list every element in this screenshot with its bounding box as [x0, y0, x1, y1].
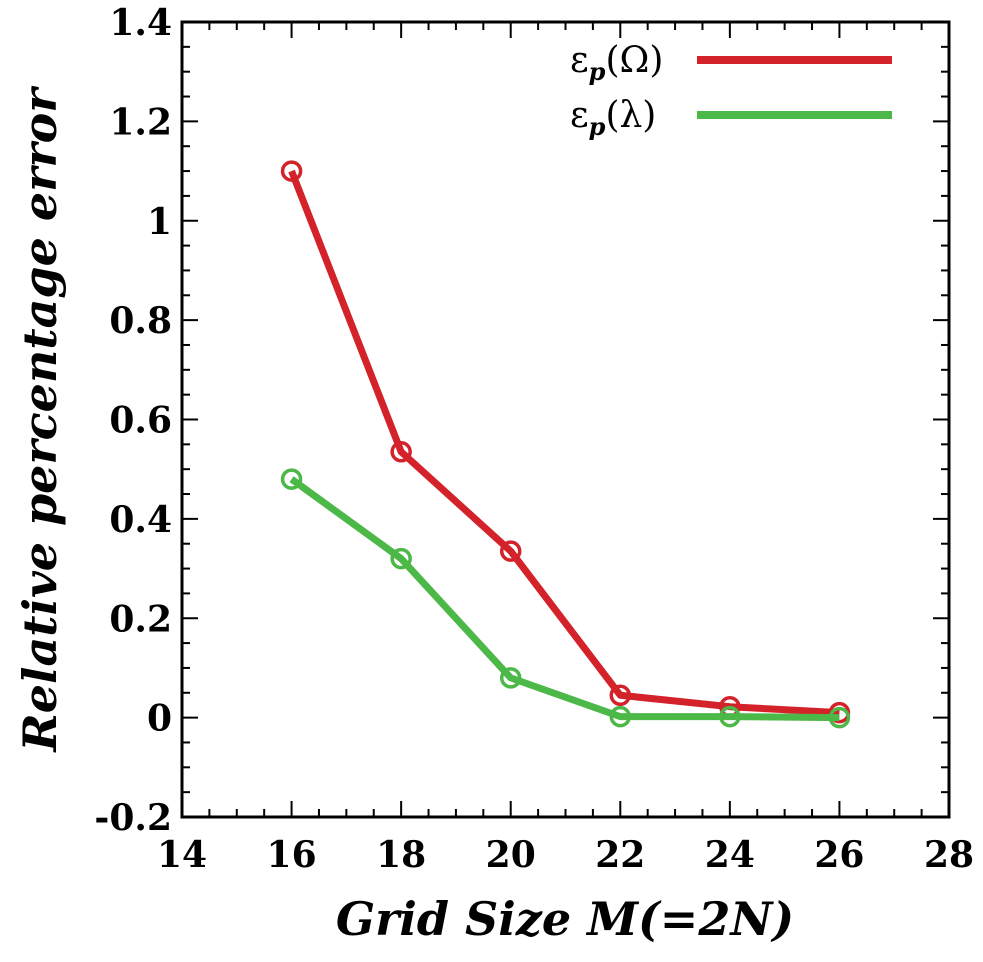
y-tick-label: 0.8 [109, 300, 172, 342]
y-tick-label: 1.4 [109, 2, 172, 44]
legend-entry-2: εp(λ) [570, 95, 892, 141]
y-tick-label: -0.2 [94, 797, 172, 839]
tick-marks [181, 21, 950, 818]
data-point [390, 547, 412, 570]
series-line [289, 476, 840, 722]
x-axis-title: Grid Size M(=2N) [336, 892, 794, 946]
y-tick-label: 1.2 [109, 101, 172, 143]
y-tick-label: 1 [147, 201, 172, 243]
data-point [609, 684, 632, 707]
series-layer [280, 160, 851, 729]
data-point [719, 705, 741, 728]
y-axis-title: Relative percentage error [13, 85, 67, 754]
legend-entry-1: εp(Ω) [570, 40, 892, 86]
x-tick-label: 26 [814, 834, 864, 876]
data-point [499, 540, 522, 562]
y-tick-label: 0.4 [109, 499, 172, 541]
x-tick-labels: 14 16 18 20 22 24 26 28 [157, 834, 974, 876]
y-tick-labels: -0.2 0 0.2 0.4 0.6 0.8 1 1.2 1.4 [94, 2, 172, 839]
x-tick-label: 20 [486, 834, 536, 876]
x-tick-label: 24 [705, 834, 755, 876]
data-point [390, 441, 412, 463]
y-tick-label: 0.6 [109, 400, 172, 442]
x-tick-label: 18 [376, 834, 426, 876]
y-tick-label: 0 [147, 698, 172, 740]
series-2 [280, 468, 851, 729]
y-tick-label: 0.2 [109, 598, 172, 640]
x-tick-label: 28 [924, 834, 974, 876]
data-point [280, 160, 303, 182]
data-point [828, 706, 851, 729]
x-tick-label: 22 [595, 834, 645, 876]
x-tick-label: 14 [157, 834, 207, 876]
x-tick-label: 16 [267, 834, 317, 876]
legend-label: εp(Ω) [570, 40, 663, 86]
data-point [280, 468, 303, 490]
data-point [499, 667, 522, 689]
series-line [288, 169, 840, 717]
legend-label: εp(λ) [570, 95, 656, 141]
data-point [609, 705, 632, 728]
legend: εp(Ω) εp(λ) [570, 40, 892, 141]
series-1 [280, 160, 851, 724]
